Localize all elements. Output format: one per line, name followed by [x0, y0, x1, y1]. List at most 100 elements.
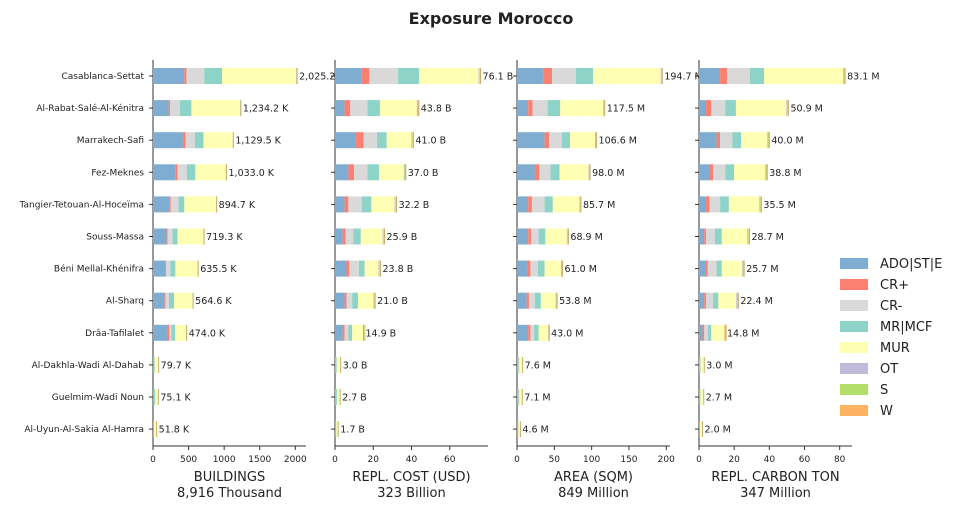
- bar-segment: [395, 196, 396, 213]
- x-tick-label: 50: [549, 455, 561, 465]
- bar-segment: [411, 132, 413, 149]
- bar-segment: [544, 260, 561, 277]
- data-label: 14.9 B: [365, 328, 396, 339]
- bar-segment: [548, 324, 549, 341]
- bar-segment: [169, 324, 172, 341]
- bar-segment: [363, 132, 378, 149]
- bar-segment: [588, 164, 590, 181]
- bar-segment: [346, 292, 353, 309]
- bar-segment: [356, 132, 364, 149]
- bar-segment: [154, 389, 156, 405]
- bar-segment: [349, 260, 359, 277]
- bar-segment: [194, 132, 204, 149]
- bar-segment: [702, 324, 705, 341]
- region-label: Guelmim-Wadi Noun: [52, 393, 144, 403]
- bar-segment: [335, 356, 336, 373]
- bar-segment: [519, 389, 523, 405]
- bar-segment: [335, 356, 337, 373]
- bar-segment: [361, 196, 372, 213]
- bar-segment: [153, 164, 176, 181]
- bar-segment: [345, 228, 354, 245]
- bar-segment: [843, 68, 845, 84]
- bar-segment: [700, 356, 705, 373]
- bar-segment: [167, 324, 170, 341]
- data-label: 43.8 B: [421, 104, 452, 115]
- bar-segment: [518, 389, 520, 405]
- legend-swatch: [840, 405, 868, 416]
- data-label: 75.1 K: [160, 393, 191, 404]
- bar-segment: [764, 68, 844, 84]
- bar-segment: [175, 260, 198, 277]
- region-label: Marrakech-Safi: [77, 136, 144, 146]
- bar-segment: [203, 132, 233, 149]
- legend-label: W: [880, 404, 893, 419]
- bar-segment: [342, 324, 345, 341]
- bar-segment: [186, 164, 196, 181]
- bar-segment: [164, 292, 166, 309]
- bar-segment: [709, 164, 714, 181]
- data-label: 1,033.0 K: [229, 168, 275, 179]
- bar-segment: [765, 164, 767, 181]
- data-label: 51.8 K: [159, 425, 190, 436]
- bar-segment: [699, 196, 707, 213]
- x-tick-label: 2000: [284, 455, 307, 465]
- x-tick-label: 40: [764, 455, 776, 465]
- bar-segment: [403, 164, 405, 181]
- bar-segment: [154, 356, 159, 373]
- region-label: Al-Sharq: [106, 297, 144, 307]
- bar-segment: [195, 164, 226, 181]
- bar-segment: [720, 68, 728, 84]
- bar-segment: [335, 100, 345, 117]
- bar-segment: [171, 324, 176, 341]
- bar-segment: [531, 196, 545, 213]
- bar-segment: [517, 196, 529, 213]
- bar-segment: [335, 228, 343, 245]
- data-label: 3.0 M: [706, 360, 732, 371]
- region-label: Béni Mellal-Khénifra: [54, 264, 144, 275]
- bar-segment: [177, 164, 187, 181]
- bar-segment: [721, 260, 743, 277]
- bar-segment: [353, 228, 361, 245]
- bar-segment: [412, 132, 413, 149]
- bar-segment: [369, 68, 399, 84]
- bar-segment: [711, 100, 726, 117]
- chart-title: Exposure Morocco: [409, 9, 574, 28]
- bar-segment: [153, 421, 157, 438]
- x-axis-title: REPL. CARBON TON: [711, 470, 839, 485]
- bar-segment: [167, 228, 173, 245]
- bar-segment: [517, 292, 527, 309]
- bar-segment: [549, 132, 562, 149]
- bar-segment: [534, 164, 540, 181]
- region-label: Fez-Meknes: [91, 168, 144, 178]
- bar-segment: [336, 356, 337, 373]
- x-axis-total: 323 Billion: [377, 486, 446, 501]
- bar-segment: [367, 100, 380, 117]
- legend-swatch: [840, 279, 868, 290]
- bar-segment: [567, 228, 568, 245]
- data-label: 2,025.2 K: [299, 72, 345, 83]
- data-label: 38.8 M: [769, 168, 801, 179]
- bar-segment: [700, 421, 703, 438]
- bar-segment: [727, 68, 750, 84]
- bar-segment: [718, 292, 737, 309]
- region-label: Casablanca-Settat: [62, 72, 145, 82]
- x-tick-label: 0: [514, 455, 520, 465]
- bar-segment: [726, 324, 727, 341]
- bar-segment: [706, 196, 710, 213]
- bar-segment: [383, 228, 384, 245]
- data-label: 83.1 M: [847, 72, 879, 83]
- legend-swatch: [840, 258, 868, 269]
- x-tick-label: 20: [728, 455, 740, 465]
- bar-segment: [716, 132, 721, 149]
- bar-segment: [709, 196, 721, 213]
- bar-segment: [153, 389, 155, 405]
- bar-segment: [699, 132, 717, 149]
- data-label: 53.8 M: [559, 296, 591, 307]
- bar-segment: [575, 68, 594, 84]
- bar-segment: [699, 356, 701, 373]
- bar-segment: [153, 228, 167, 245]
- data-label: 43.0 M: [551, 328, 583, 339]
- bar-segment: [532, 100, 548, 117]
